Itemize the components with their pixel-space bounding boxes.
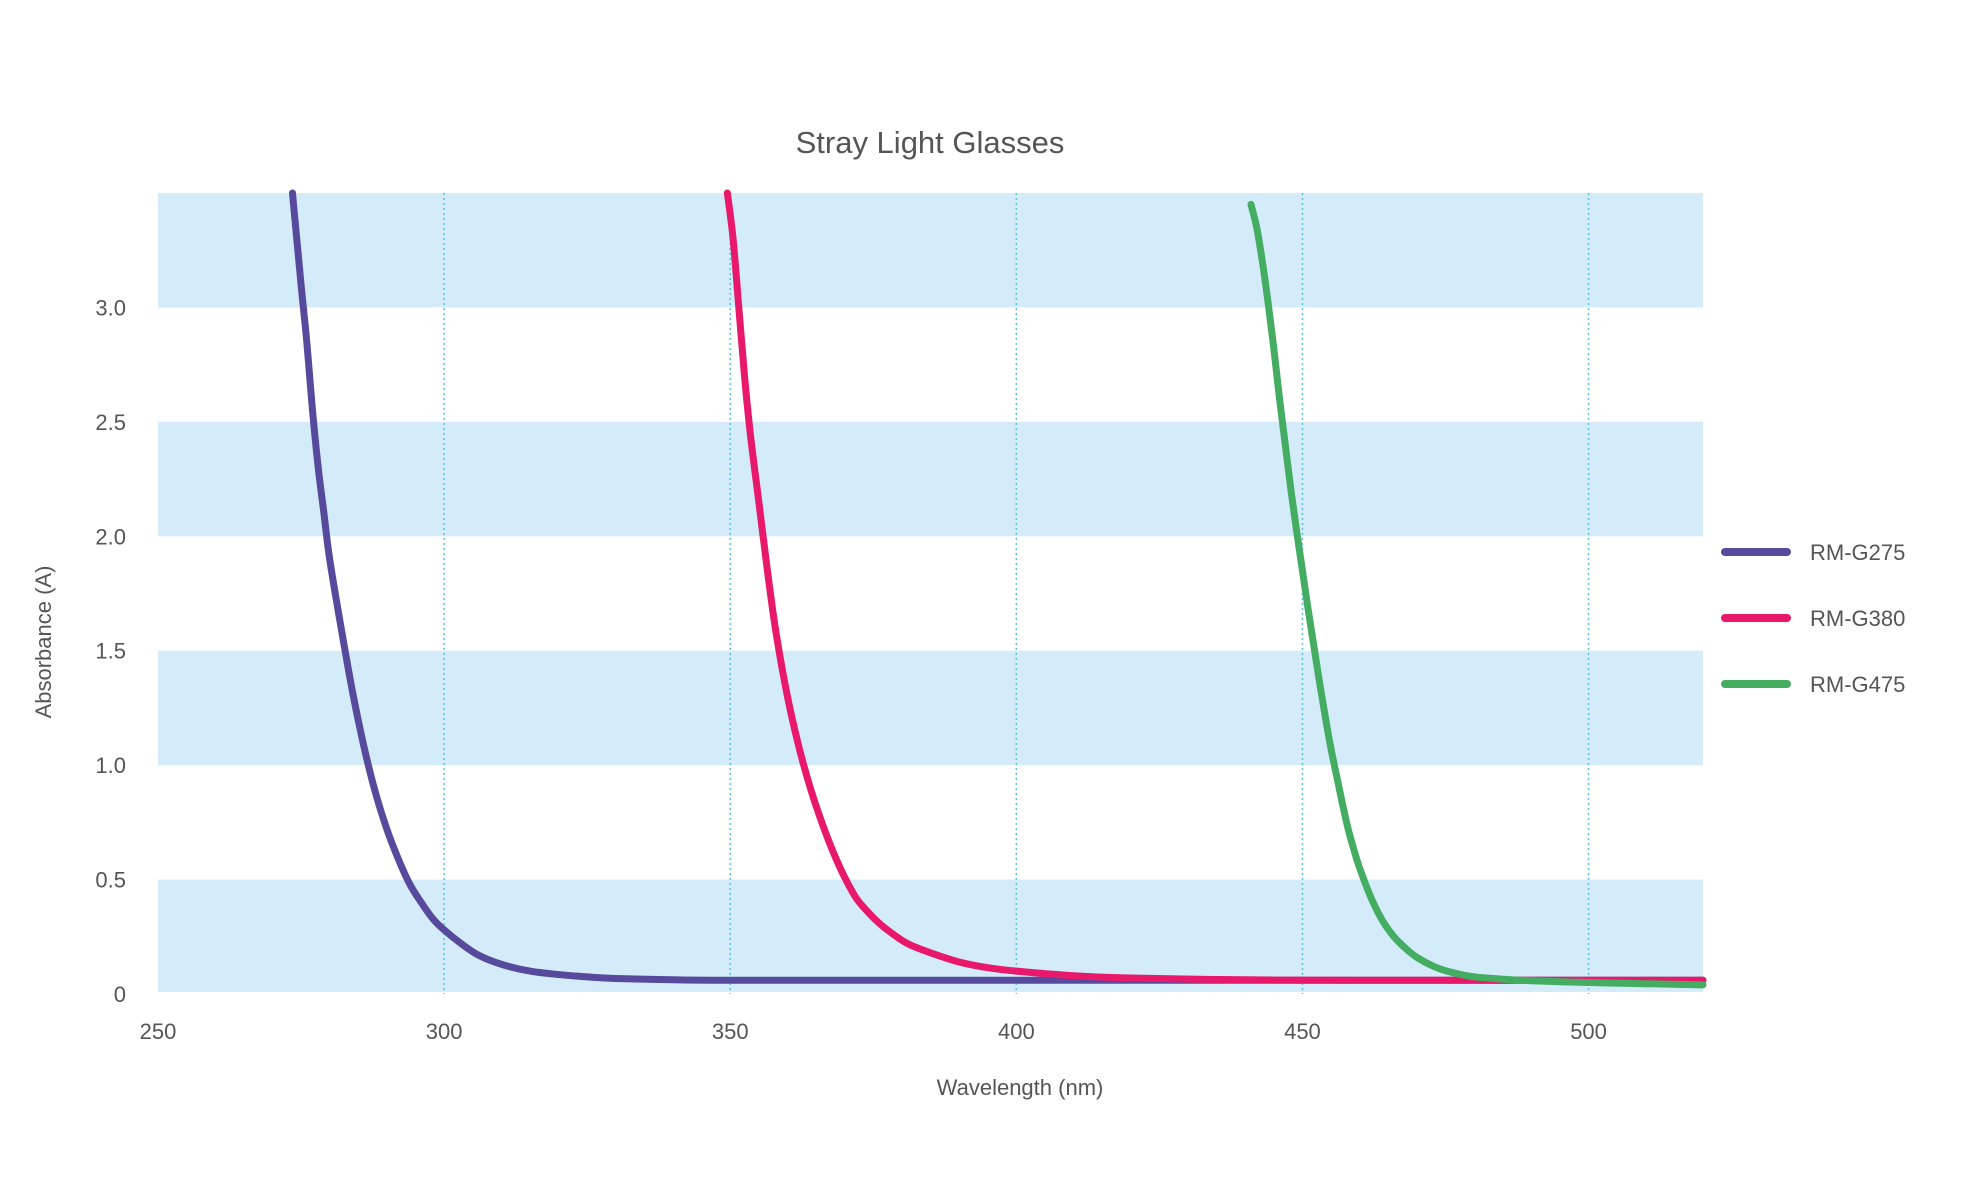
background-band <box>158 193 1703 308</box>
y-tick-label: 0.5 <box>95 868 126 893</box>
legend-label-rm-g475: RM-G475 <box>1810 672 1905 697</box>
x-tick-label: 350 <box>712 1019 749 1044</box>
y-tick-label: 0 <box>114 982 126 1007</box>
background-bands <box>158 193 1703 992</box>
series-line-rm-g275 <box>288 189 1707 984</box>
legend-label-rm-g275: RM-G275 <box>1810 540 1905 565</box>
series-line-rm-g475 <box>1247 200 1707 989</box>
legend-label-rm-g380: RM-G380 <box>1810 606 1905 631</box>
y-tick-label: 1.5 <box>95 639 126 664</box>
background-band <box>158 650 1703 766</box>
x-tick-label: 300 <box>426 1019 463 1044</box>
legend: RM-G275 RM-G380 RM-G475 <box>1721 540 1905 697</box>
x-tick-labels: 250 300 350 400 450 500 <box>140 1019 1607 1044</box>
x-tick-label: 250 <box>140 1019 177 1044</box>
gridlines <box>443 193 1590 994</box>
y-tick-label: 2.0 <box>95 524 126 549</box>
x-tick-label: 400 <box>998 1019 1035 1044</box>
series-line-rm-g380 <box>723 189 1707 984</box>
chart-title: Stray Light Glasses <box>796 125 1065 160</box>
background-band <box>158 421 1703 537</box>
x-tick-label: 500 <box>1570 1019 1607 1044</box>
x-axis-label: Wavelength (nm) <box>937 1075 1104 1100</box>
y-tick-label: 1.0 <box>95 753 126 778</box>
y-axis-label: Absorbance (A) <box>31 566 56 719</box>
y-tick-labels: 0 0.5 1.0 1.5 2.0 2.5 3.0 <box>95 295 126 1007</box>
y-tick-label: 2.5 <box>95 410 126 435</box>
x-tick-label: 450 <box>1284 1019 1321 1044</box>
series-lines <box>288 189 1707 989</box>
y-tick-label: 3.0 <box>95 295 126 320</box>
